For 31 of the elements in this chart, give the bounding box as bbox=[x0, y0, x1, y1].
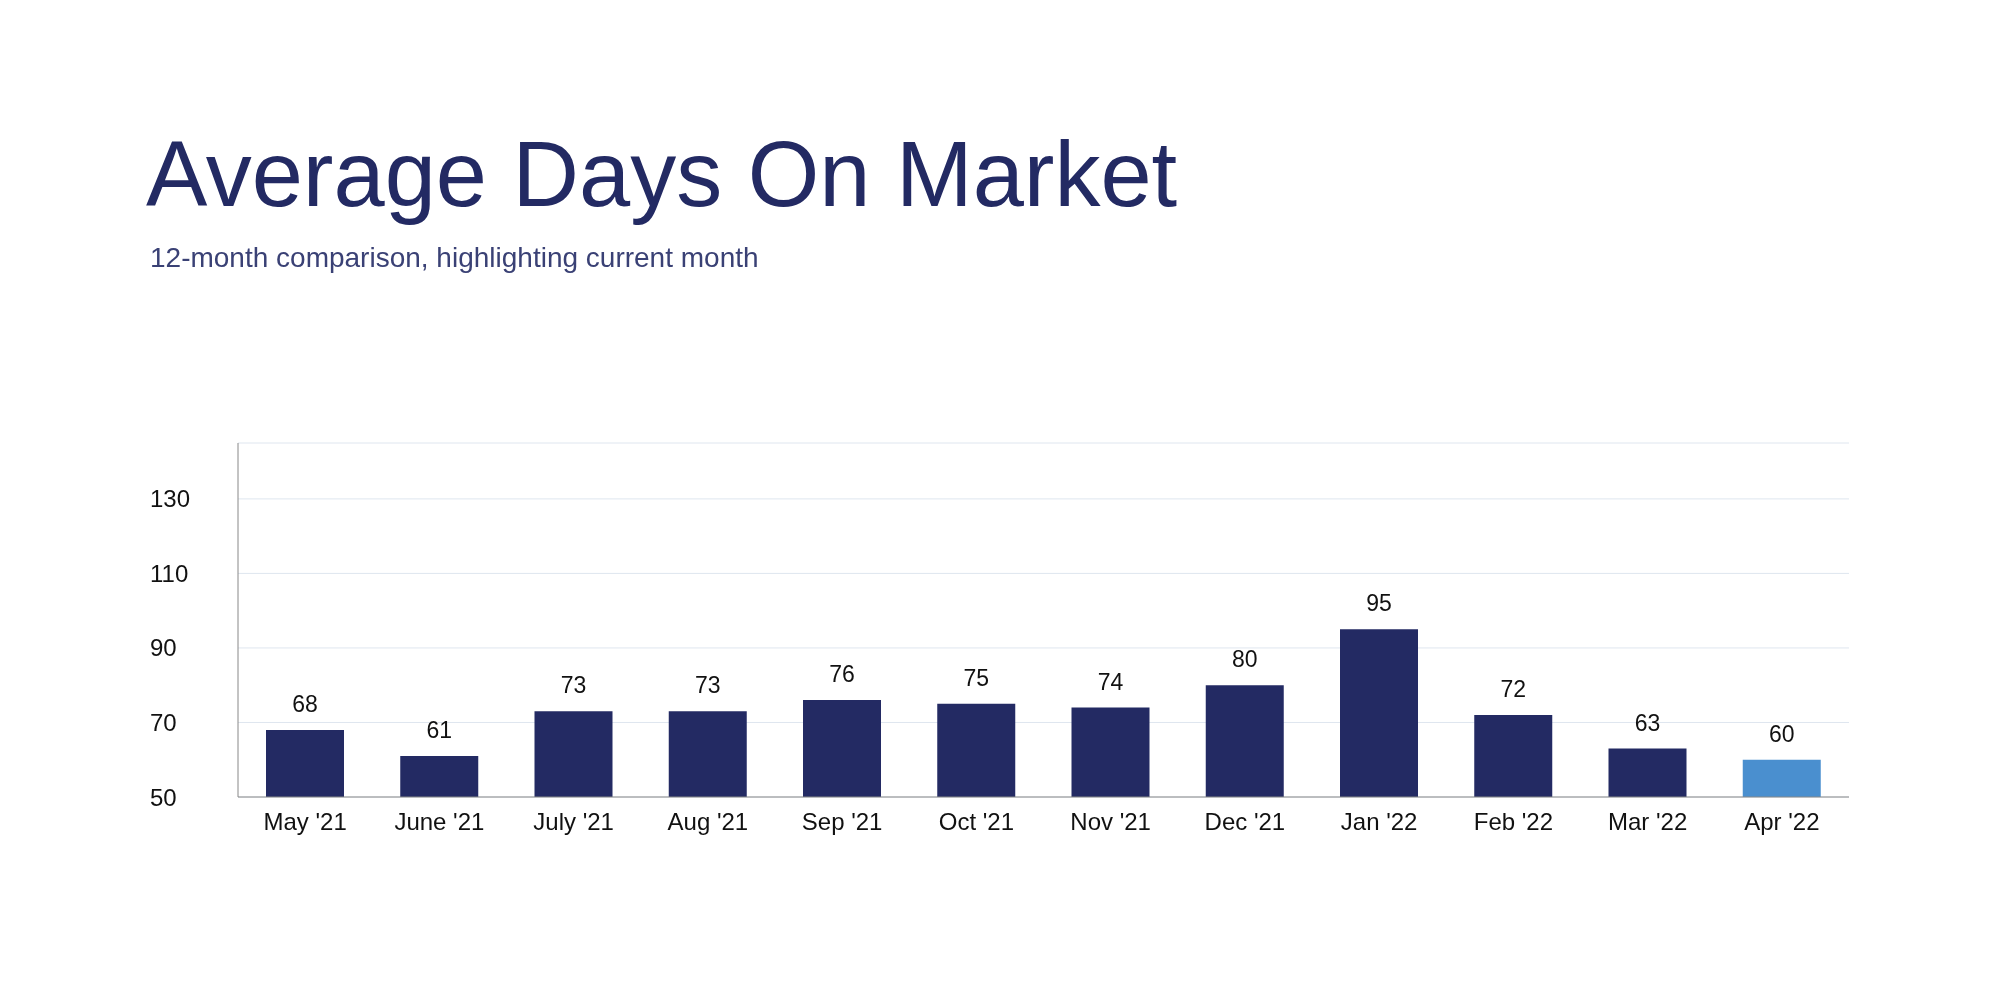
x-tick-label: Apr '22 bbox=[1744, 808, 1820, 836]
chart-subtitle: 12-month comparison, highlighting current month bbox=[150, 242, 759, 273]
x-tick-label: Jan '22 bbox=[1340, 808, 1418, 836]
chart-title: Average Days On Market bbox=[146, 123, 1178, 225]
x-tick-label: Oct '21 bbox=[938, 808, 1015, 836]
y-tick-label: 50 bbox=[150, 783, 177, 811]
x-tick-label: Nov '21 bbox=[1070, 808, 1151, 836]
x-tick-label: June '21 bbox=[394, 808, 485, 836]
y-tick-label: 70 bbox=[150, 708, 177, 736]
data-label: 61 bbox=[426, 717, 453, 744]
data-label: 73 bbox=[694, 672, 721, 699]
y-tick-label: 90 bbox=[150, 634, 177, 662]
data-label: 95 bbox=[1366, 590, 1392, 617]
x-tick-label: Mar '22 bbox=[1607, 808, 1688, 836]
data-label: 74 bbox=[1097, 668, 1124, 695]
data-label: 72 bbox=[1500, 676, 1527, 703]
x-tick-label: Sep '21 bbox=[801, 808, 883, 836]
data-label: 60 bbox=[1768, 720, 1795, 747]
data-label: 68 bbox=[292, 690, 318, 717]
data-label: 76 bbox=[829, 661, 855, 688]
data-label: 80 bbox=[1231, 646, 1258, 673]
x-tick-label: May '21 bbox=[263, 808, 347, 836]
data-label: 73 bbox=[560, 672, 587, 699]
x-tick-label: July '21 bbox=[533, 808, 614, 836]
y-tick-label: 130 bbox=[150, 485, 191, 513]
y-tick-label: 110 bbox=[150, 559, 189, 587]
x-tick-label: Aug '21 bbox=[667, 808, 749, 836]
data-label: 63 bbox=[1634, 709, 1661, 736]
x-tick-label: Dec '21 bbox=[1204, 808, 1286, 836]
x-tick-label: Feb '22 bbox=[1473, 808, 1554, 836]
data-label: 75 bbox=[963, 664, 990, 691]
